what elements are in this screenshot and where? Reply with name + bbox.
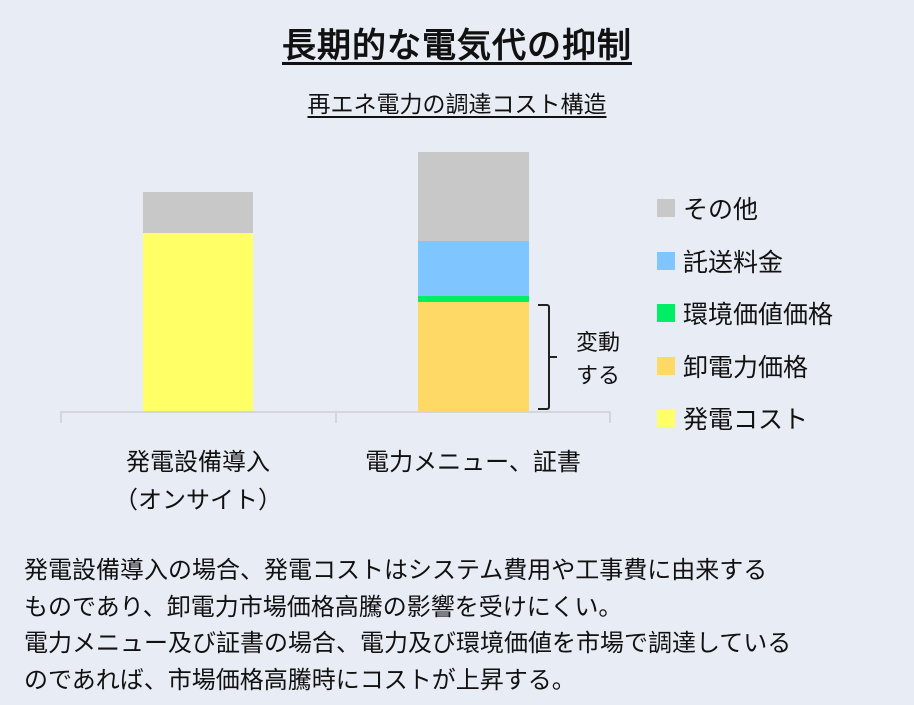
explanation-line: ものであり、卸電力市場価格高騰の影響を受けにくい。 — [24, 592, 623, 621]
legend-label: 卸電力価格 — [683, 352, 809, 382]
chart-subtitle-text: 再エネ電力の調達コスト構造 — [307, 92, 607, 118]
stacked-bar-chart: 発電設備導入 （オンサイト） 電力メニュー、証書 変動 する — [60, 152, 628, 519]
annotation-line: 変動 — [575, 331, 620, 356]
legend-swatch-icon — [657, 409, 675, 428]
chart-legend: その他 託送料金 環境価値価格 卸電力価格 発電コスト — [657, 182, 833, 445]
category-label-line: 発電設備導入 — [126, 448, 270, 476]
bar-segment — [418, 296, 529, 302]
category-label-line: 電力メニュー、証書 — [365, 448, 581, 476]
x-axis-tick — [335, 411, 337, 423]
legend-swatch-icon — [657, 356, 675, 375]
bar-power-menu-certificate — [418, 152, 529, 411]
bar-onsite — [143, 192, 253, 411]
x-axis-tick — [60, 411, 62, 423]
explanation-line: のであれば、市場価格高騰時にコストが上昇する。 — [24, 665, 576, 694]
legend-item-transmission-fee: 託送料金 — [657, 235, 833, 288]
bar-segment — [143, 192, 253, 233]
legend-item-generation-cost: 発電コスト — [657, 392, 833, 445]
annotation-fluctuates: 変動 する — [568, 327, 628, 393]
legend-label: その他 — [683, 195, 759, 225]
legend-item-other: その他 — [657, 182, 833, 235]
page-title-text: 長期的な電気代の抑制 — [282, 26, 632, 66]
bar-segment — [143, 233, 253, 411]
legend-swatch-icon — [657, 199, 675, 218]
x-axis-tick — [609, 411, 611, 423]
annotation-line: する — [575, 364, 620, 389]
explanation-text: 発電設備導入の場合、発電コストはシステム費用や工事費に由来する ものであり、卸電… — [24, 552, 904, 698]
legend-swatch-icon — [657, 304, 675, 323]
category-label-onsite: 発電設備導入 （オンサイト） — [68, 443, 328, 519]
legend-item-wholesale-price: 卸電力価格 — [657, 340, 833, 393]
explanation-line: 電力メニュー及び証書の場合、電力及び環境価値を市場で調達している — [24, 629, 792, 657]
bar-segment — [418, 241, 529, 296]
legend-label: 託送料金 — [683, 247, 784, 277]
category-label-line: （オンサイト） — [114, 486, 282, 514]
bracket-tick — [549, 356, 557, 358]
bar-segment — [418, 302, 529, 411]
bar-segment — [418, 152, 529, 241]
page-title: 長期的な電気代の抑制 — [0, 18, 914, 67]
explanation-line: 発電設備導入の場合、発電コストはシステム費用や工事費に由来する — [24, 556, 768, 584]
legend-label: 発電コスト — [683, 405, 809, 435]
legend-label: 環境価値価格 — [683, 300, 834, 330]
category-label-power-menu: 電力メニュー、証書 — [343, 443, 603, 481]
legend-swatch-icon — [657, 251, 675, 270]
legend-item-environmental-value: 環境価値価格 — [657, 287, 833, 340]
chart-subtitle: 再エネ電力の調達コスト構造 — [0, 85, 914, 119]
